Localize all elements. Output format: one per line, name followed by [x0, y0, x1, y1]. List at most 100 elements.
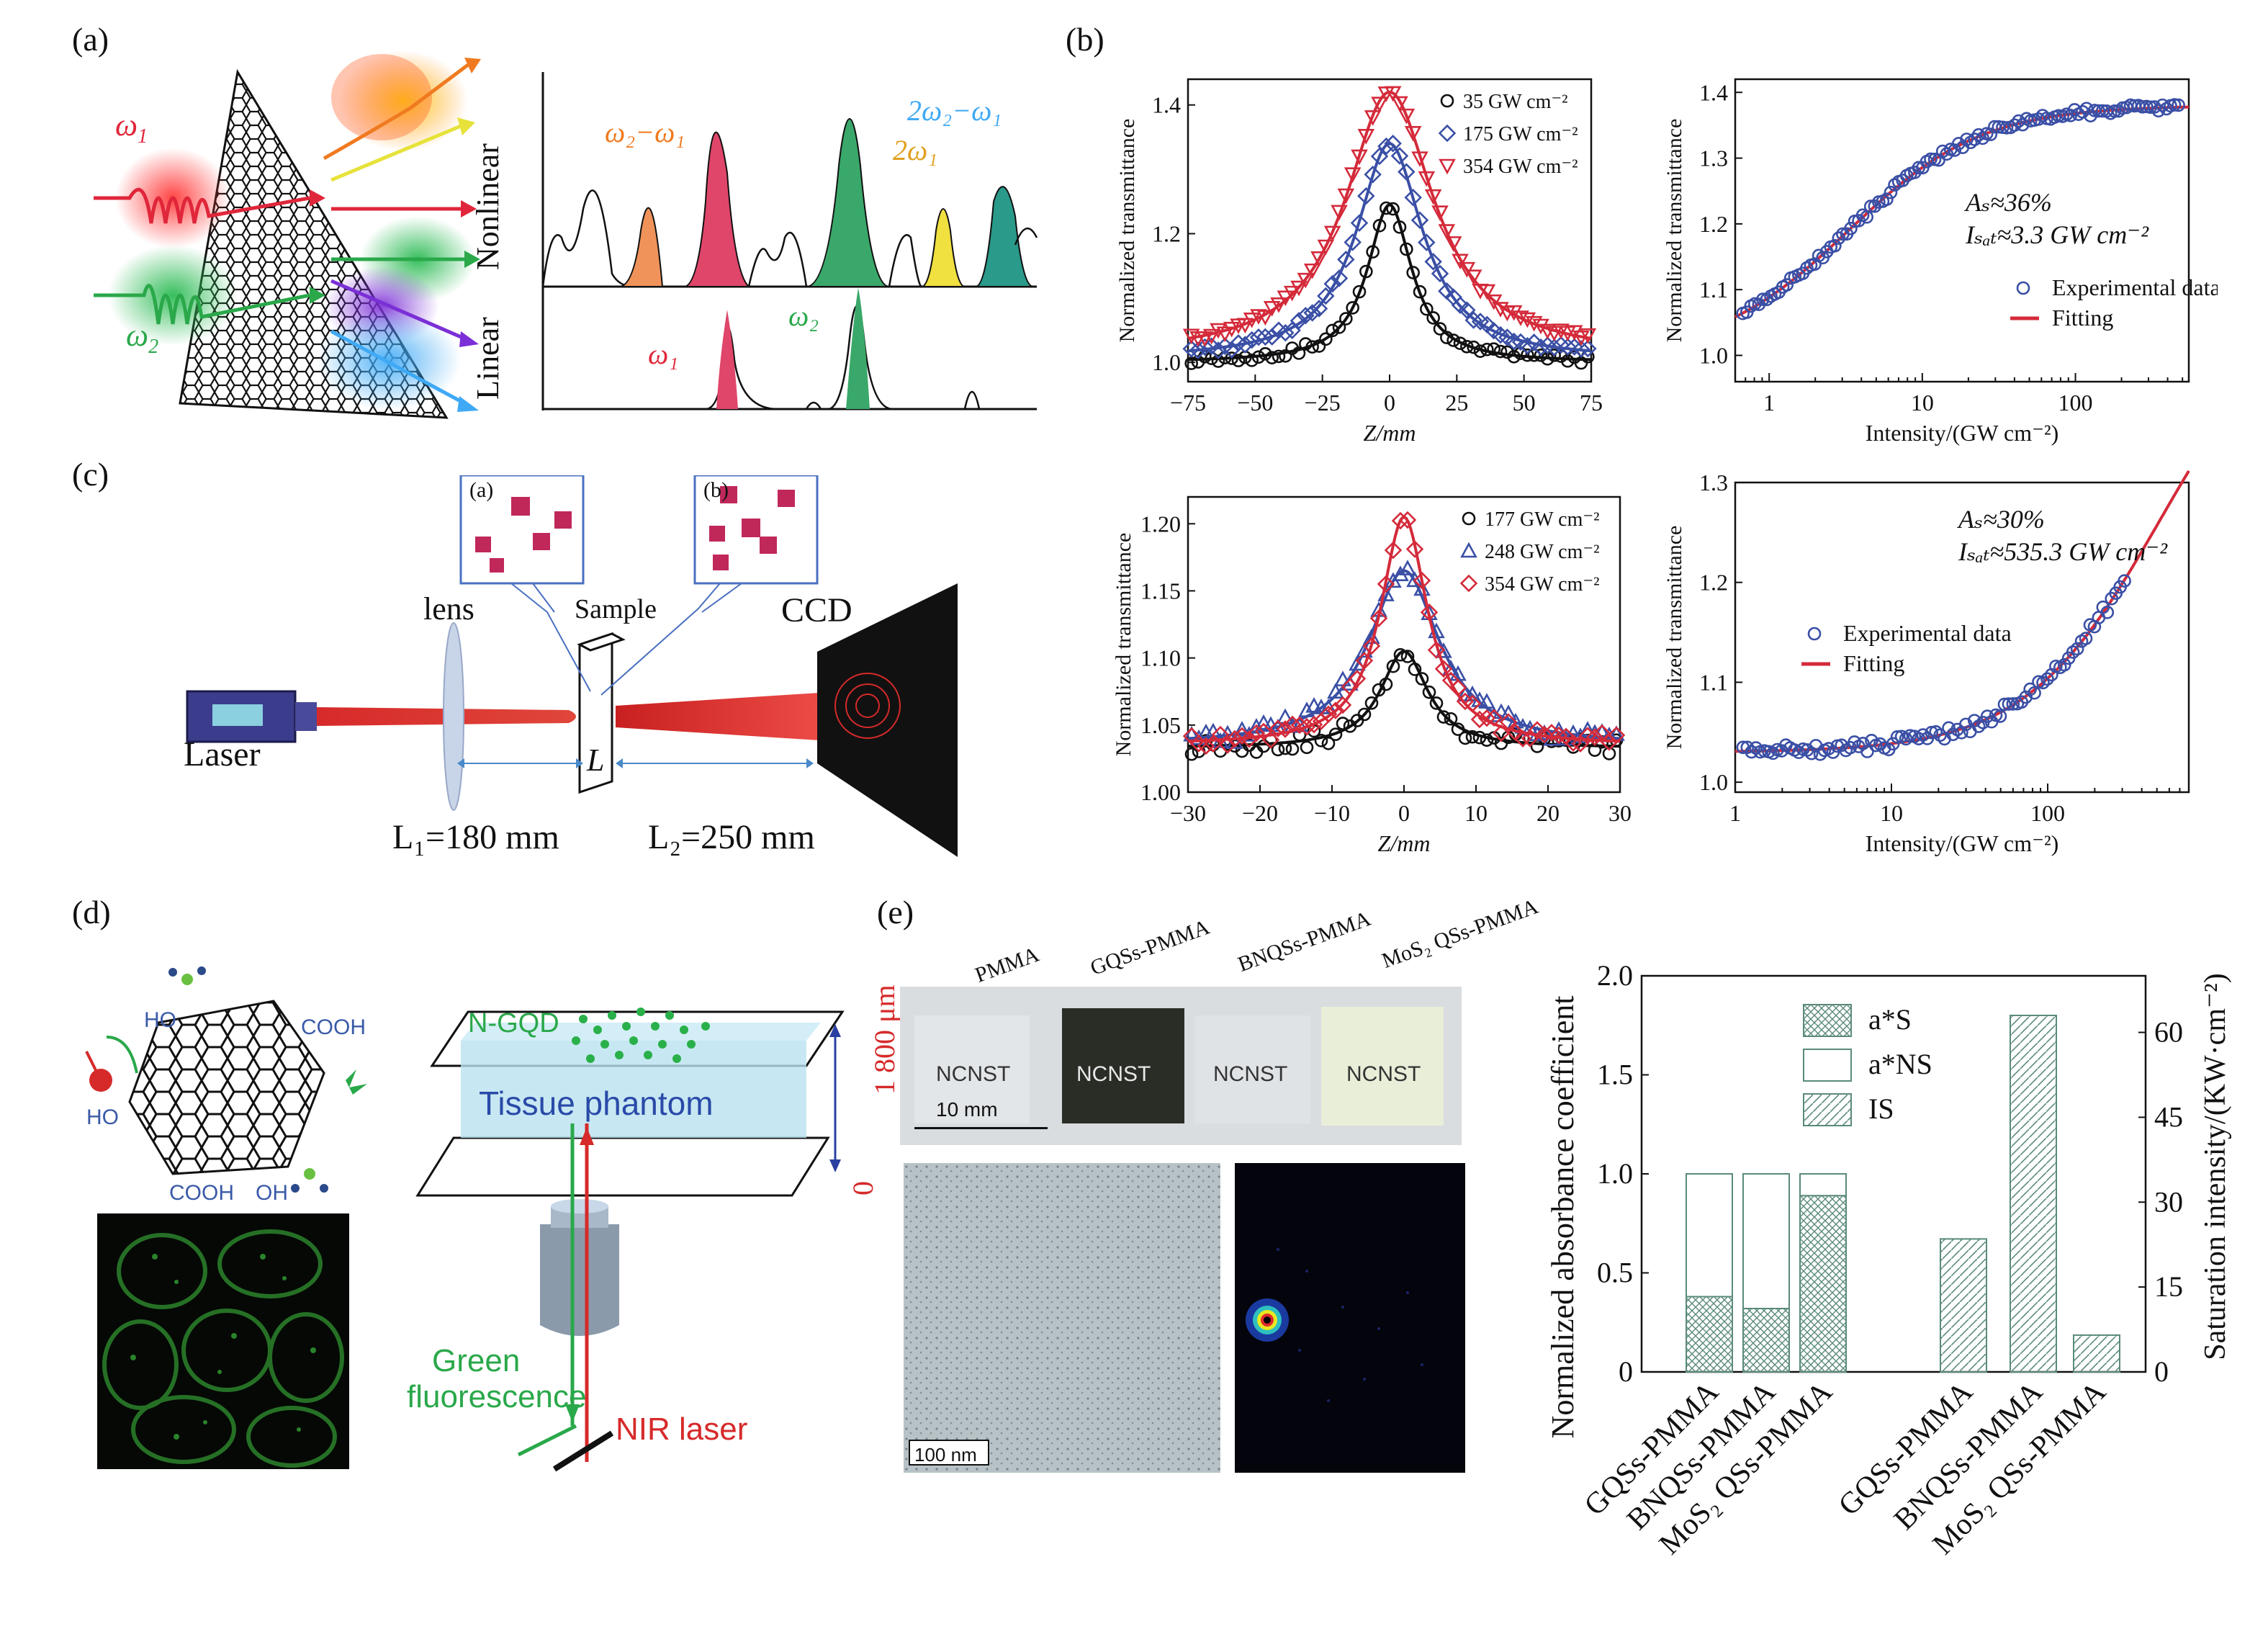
data-point — [1431, 205, 1449, 222]
data-point — [1398, 108, 1416, 125]
data-point — [1460, 340, 1474, 354]
data-point — [1404, 125, 1422, 142]
data-point — [1507, 349, 1521, 364]
peak-2w1-label: 2ω₁ — [893, 134, 938, 166]
panel-a-label: (a) — [72, 21, 109, 58]
data-point — [1377, 137, 1395, 156]
ncnst-3: NCNST — [1213, 1062, 1288, 1086]
x-axis-label: Z/mm — [1364, 420, 1416, 446]
film-bnqss — [1195, 1015, 1310, 1123]
data-point — [1277, 323, 1295, 342]
legend-experimental: Experimental data — [2052, 274, 2218, 300]
bar-IS — [2073, 1334, 2120, 1373]
data-point — [1756, 292, 1770, 306]
data-point — [1229, 334, 1248, 352]
data-point — [1371, 97, 1388, 112]
data-point — [1525, 333, 1543, 351]
series-2-points — [1182, 511, 1626, 755]
data-point — [1439, 158, 1456, 175]
peak-diff-label: ω₂−ω₁ — [605, 116, 685, 148]
y-axis-label: Normalized transmittance — [1115, 119, 1139, 343]
x-tick-label: 10 — [1880, 800, 1903, 826]
data-point — [1500, 345, 1514, 359]
y-tick-label: 1.1 — [1699, 277, 1728, 302]
data-point — [1886, 737, 1900, 751]
legend-swatch — [1803, 1049, 1852, 1082]
data-point — [1352, 284, 1367, 299]
data-point — [1413, 571, 1431, 590]
data-point — [1377, 575, 1395, 593]
ncnst-2: NCNST — [1076, 1062, 1151, 1086]
legend-label: IS — [1868, 1092, 1894, 1125]
data-point — [1418, 171, 1436, 187]
L-label: L — [587, 742, 605, 778]
data-point — [1452, 253, 1469, 270]
data-point — [1564, 734, 1583, 752]
x-tick-label: −25 — [1305, 390, 1341, 416]
data-point — [1272, 349, 1286, 364]
data-point — [1337, 251, 1355, 269]
data-point — [1255, 714, 1272, 730]
data-point — [2167, 98, 2182, 112]
legend-swatch — [1803, 1004, 1852, 1037]
inset-b-label: (b) — [703, 478, 729, 502]
data-point — [1473, 344, 1488, 358]
bar-aNS — [1742, 1173, 1790, 1309]
y-tick-label: 1.05 — [1140, 712, 1181, 738]
data-point — [1766, 746, 1780, 760]
data-point — [1369, 609, 1388, 627]
data-point — [1384, 135, 1402, 153]
data-point — [1314, 734, 1328, 748]
x-tick-label: 25 — [1445, 390, 1468, 416]
data-point — [1210, 323, 1227, 339]
x-tick-label: 1 — [1729, 800, 1741, 826]
legend-fitting: Fitting — [1843, 650, 1904, 676]
data-point — [1429, 696, 1444, 710]
data-point — [1303, 263, 1321, 279]
oh-label: OH — [256, 1181, 288, 1205]
data-point — [1277, 290, 1295, 307]
top-right-As: Aₛ≈36% — [1966, 188, 2052, 217]
data-point — [1265, 351, 1279, 364]
data-point — [1464, 311, 1482, 329]
objective-lens — [540, 1224, 619, 1336]
y-tick-label: 1.0 — [1597, 1157, 1633, 1190]
data-point — [1336, 717, 1350, 730]
sample-name-3: BNQSs-PMMA — [1235, 906, 1374, 977]
chart-b-bottom-right: 1 10 100 1.0 1.1 1.2 1.3 Intensity/(GW cm⁻²) Nor… — [1662, 470, 2190, 856]
linear-w1-label: ω₁ — [648, 338, 679, 370]
data-point — [1323, 274, 1341, 293]
data-point — [1270, 297, 1287, 313]
x-tick-label: 100 — [2058, 390, 2093, 416]
data-point — [1344, 167, 1362, 184]
cooh-label-1: COOH — [301, 1015, 366, 1039]
data-point — [1249, 745, 1264, 759]
legend-entry-1: 248 GW cm⁻² — [1485, 541, 1600, 563]
ccd-label: CCD — [781, 591, 852, 629]
data-point — [1431, 264, 1449, 283]
data-point — [1236, 318, 1254, 334]
y-axis-label: Normalized transmittance — [1662, 526, 1686, 750]
data-point — [1263, 328, 1281, 346]
data-point — [1968, 133, 1981, 146]
data-point — [1256, 328, 1274, 346]
legend-label: a*S — [1868, 1003, 1912, 1036]
data-point — [1422, 685, 1436, 699]
film-gqss — [1062, 1008, 1184, 1123]
legend-entry-0: 35 GW cm⁻² — [1463, 91, 1568, 113]
data-point — [1545, 338, 1563, 356]
cooh-label-2: COOH — [169, 1181, 234, 1205]
data-point — [1442, 660, 1459, 676]
y-tick-label: 1.2 — [1699, 211, 1728, 237]
x-tick-label: −10 — [1314, 800, 1350, 826]
panel-b-label: (b) — [1066, 21, 1104, 58]
data-point — [1856, 737, 1870, 750]
data-point — [1184, 747, 1199, 761]
data-point — [1512, 310, 1529, 326]
data-point — [1330, 269, 1349, 287]
data-point — [1453, 336, 1467, 351]
legend-entry-0: 177 GW cm⁻² — [1485, 508, 1600, 531]
data-point — [1283, 715, 1302, 734]
data-point — [1362, 637, 1381, 655]
data-point — [1427, 641, 1446, 659]
